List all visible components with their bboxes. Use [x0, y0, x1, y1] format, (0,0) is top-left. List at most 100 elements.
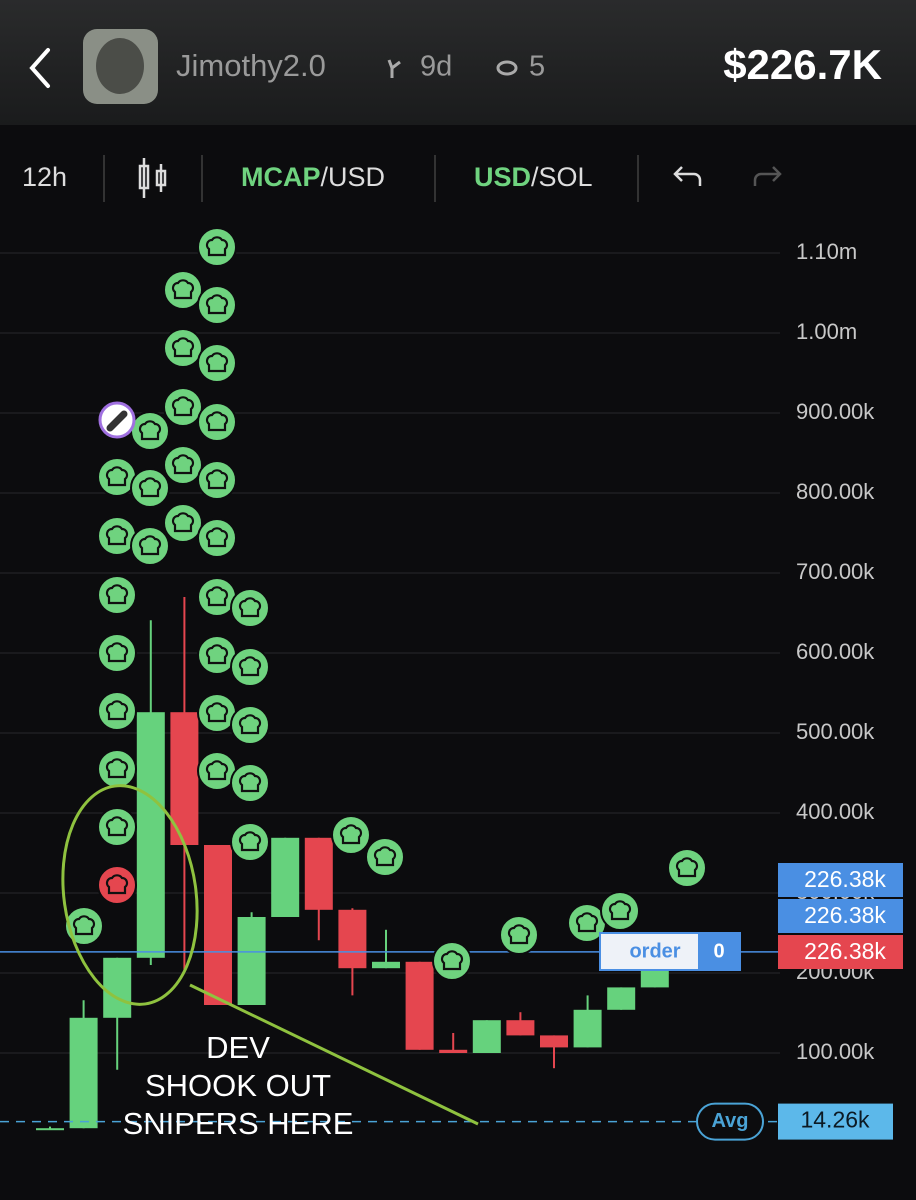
undo-button[interactable]: [673, 166, 702, 186]
back-button[interactable]: [29, 48, 50, 88]
marker-icon: [238, 597, 262, 618]
trade-marker: [197, 577, 237, 617]
trade-marker: [230, 822, 270, 862]
price-tag: [778, 863, 903, 897]
marker-circle: [97, 633, 137, 673]
candle-body: [338, 909, 367, 969]
marker-icon: [138, 535, 162, 556]
marker-icon: [339, 824, 363, 845]
y-tick-label: 1.10m: [796, 239, 857, 264]
marker-circle: [197, 518, 237, 558]
marker-icon: [171, 279, 195, 300]
marker-icon: [105, 525, 129, 546]
trade-marker: [130, 468, 170, 508]
trade-marker: [432, 941, 472, 981]
candle-body: [372, 961, 400, 969]
annotation-ellipse: [61, 784, 199, 1006]
marker-circle: [197, 343, 237, 383]
trade-marker: [197, 402, 237, 442]
pair-sol[interactable]: USD/SOL: [474, 162, 593, 192]
trade-marker: [163, 445, 203, 485]
y-tick-label: 600.00k: [796, 639, 875, 664]
marker-icon: [105, 466, 129, 487]
pair-mcap[interactable]: MCAP/USD: [241, 162, 385, 192]
pair-rest: /USD: [321, 162, 386, 192]
candle-body: [573, 1009, 602, 1048]
price-tag: [778, 935, 903, 969]
y-tick-label: 400.00k: [796, 799, 875, 824]
avg-tag: [778, 1103, 893, 1140]
candle-body: [405, 961, 434, 1050]
marker-circle: [197, 460, 237, 500]
marker-circle: [197, 402, 237, 442]
trade-marker: [499, 915, 539, 955]
trade-marker: [230, 588, 270, 628]
candle-body: [607, 987, 636, 1010]
viewers: 5: [529, 51, 545, 83]
marker-icon: [440, 950, 464, 971]
marker-icon: [105, 584, 129, 605]
trade-marker: [97, 633, 137, 673]
candle-body: [103, 957, 132, 1018]
trade-marker: [197, 227, 237, 267]
trade-marker: [230, 647, 270, 687]
candle-body: [472, 1020, 501, 1053]
trade-marker: [230, 763, 270, 803]
marker-icon: [171, 396, 195, 417]
candle-body: [271, 837, 300, 917]
marker-icon: [105, 700, 129, 721]
trade-marker: [197, 518, 237, 558]
marker-icon: [238, 772, 262, 793]
y-tick-label: 100.00k: [796, 1039, 875, 1064]
trade-marker: [365, 837, 405, 877]
candle-body: [439, 1049, 468, 1053]
pill-icon: [106, 410, 128, 432]
trade-marker: [64, 906, 104, 946]
marker-icon: [205, 527, 229, 548]
trade-marker: [163, 328, 203, 368]
candle-type-button[interactable]: [138, 158, 167, 198]
marker-circle: [163, 445, 203, 485]
price-tag: [778, 899, 903, 933]
marker-circle: [432, 941, 472, 981]
candle-body: [204, 845, 232, 1005]
annotation-text: SNIPERS HERE: [123, 1106, 354, 1141]
interval[interactable]: 12h: [22, 162, 67, 192]
trade-marker: [130, 411, 170, 451]
avg-value: 14.26k: [800, 1107, 870, 1133]
annotation-arrow: [189, 983, 479, 1126]
marker-icon: [171, 337, 195, 358]
price-tag-label: 226.38k: [804, 866, 886, 892]
trade-marker: [97, 516, 137, 556]
trade-marker: [97, 575, 137, 615]
marker-icon: [608, 900, 632, 921]
marker-icon: [105, 758, 129, 779]
trade-marker: [97, 749, 137, 789]
marker-icon: [205, 469, 229, 490]
trade-marker: [130, 526, 170, 566]
marker-circle: [230, 763, 270, 803]
candle-body: [136, 712, 165, 958]
price-tag-label: 226.38k: [804, 902, 886, 928]
marker-icon: [675, 857, 699, 878]
marker-circle: [230, 822, 270, 862]
candle-body: [69, 1017, 98, 1129]
marker-circle: [230, 588, 270, 628]
marker-icon: [575, 912, 599, 933]
marker-icon: [373, 846, 397, 867]
candle-body: [237, 917, 266, 1005]
redo-button[interactable]: [753, 166, 782, 186]
marker-circle: [163, 387, 203, 427]
marker-circle: [163, 270, 203, 310]
trade-marker: [163, 387, 203, 427]
marker-circle: [97, 691, 137, 731]
age: 9d: [420, 51, 452, 83]
marker-circle: [197, 227, 237, 267]
trade-marker: [97, 865, 137, 905]
trade-marker: [97, 691, 137, 731]
marker-icon: [205, 760, 229, 781]
pair-highlight: USD: [474, 162, 531, 192]
marker-circle: [197, 285, 237, 325]
trade-marker: [163, 270, 203, 310]
